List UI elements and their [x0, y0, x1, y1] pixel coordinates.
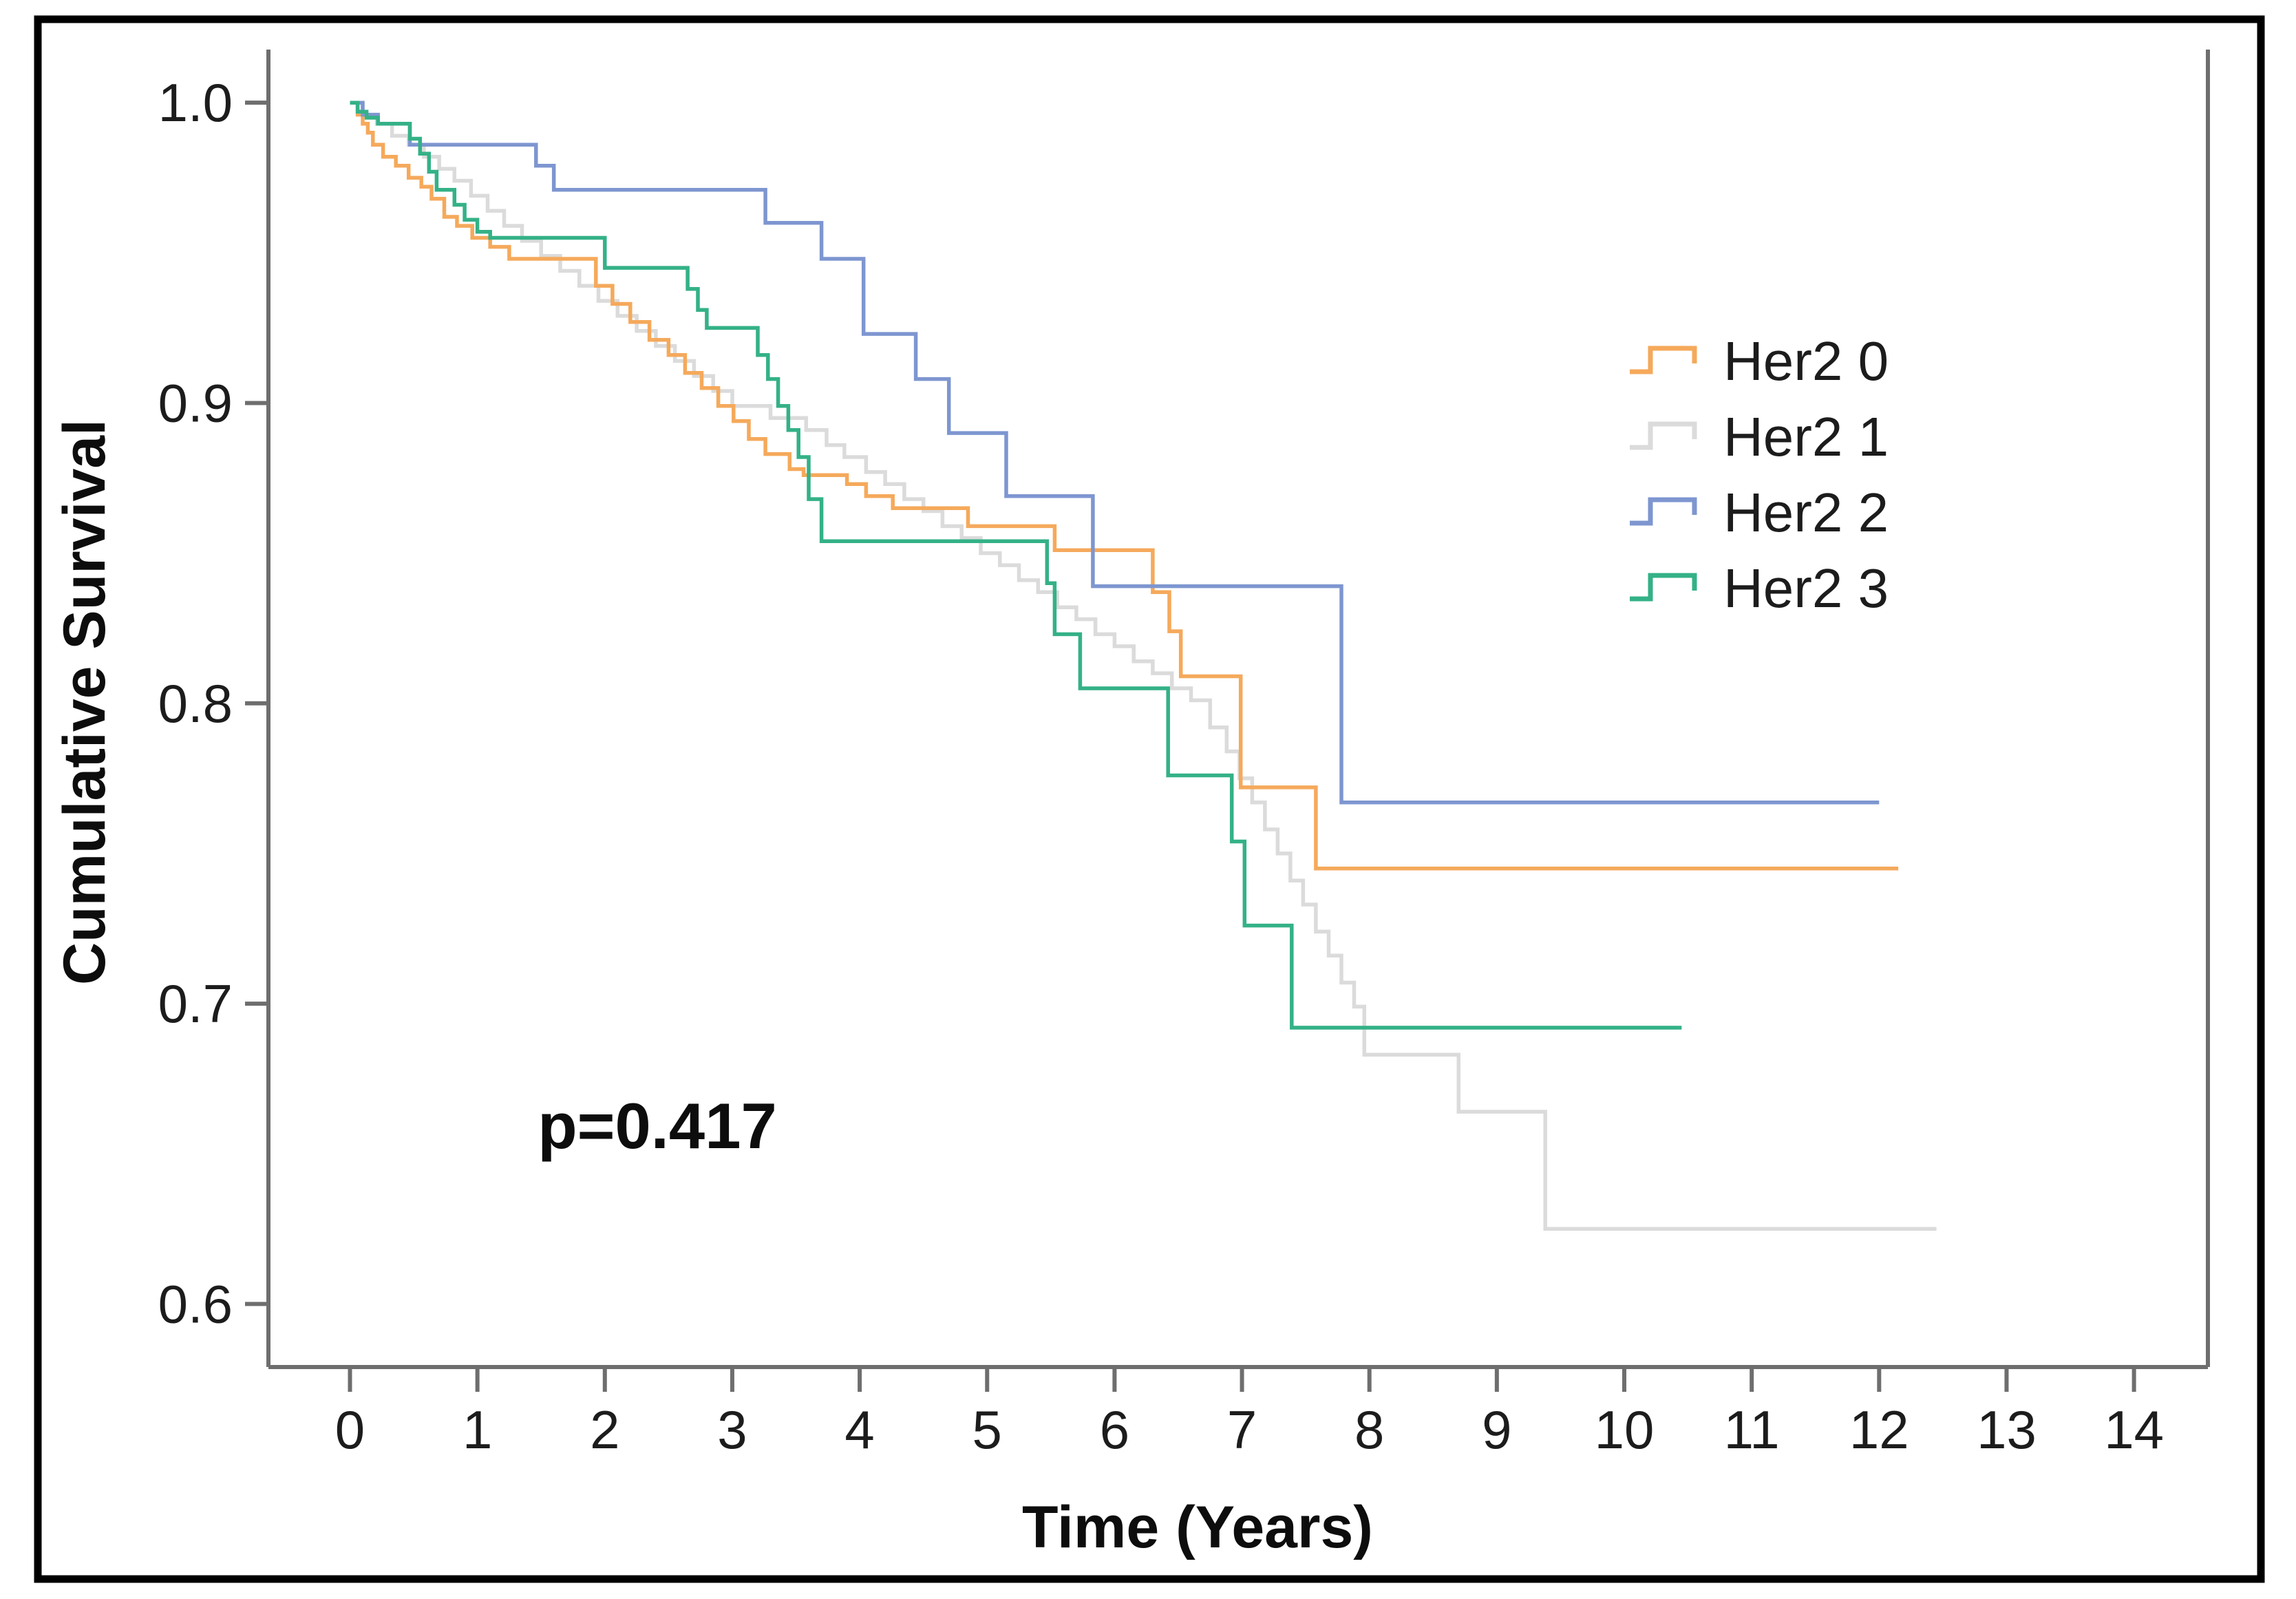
- legend-label-her2-0: Her2 0: [1723, 330, 1889, 392]
- figure-border: [34, 15, 2265, 1583]
- legend-label-her2-3: Her2 3: [1723, 558, 1889, 619]
- y-tick-label: 0.7: [158, 973, 233, 1034]
- x-tick-label: 13: [1977, 1399, 2037, 1460]
- x-tick-label: 12: [1849, 1399, 1909, 1460]
- series-curve-her2-0: [350, 100, 1899, 871]
- survival-curves: [350, 100, 1937, 1231]
- p-value-annotation: p=0.417: [538, 1090, 777, 1162]
- x-tick-label: 1: [463, 1399, 492, 1460]
- axis-ticks: 1.00.90.80.70.60 1 2 3 4 5 6 7 8 9 10 11 12 13 14: [158, 72, 2164, 1460]
- x-tick-label: 2: [590, 1399, 619, 1460]
- x-tick-label: 11: [1724, 1399, 1780, 1460]
- y-tick-label: 0.8: [158, 673, 233, 734]
- series-curve-her2-3: [350, 100, 1682, 1030]
- x-tick-label: 6: [1100, 1399, 1129, 1460]
- x-tick-label: 4: [844, 1399, 874, 1460]
- x-tick-label: 5: [972, 1399, 1002, 1460]
- y-tick-label: 1.0: [158, 72, 233, 133]
- legend-label-her2-2: Her2 2: [1723, 482, 1889, 543]
- legend: Her2 0 Her2 1 Her2 2 Her2 3: [1630, 330, 1889, 619]
- x-tick-label: 3: [717, 1399, 747, 1460]
- plot-frame: [266, 50, 2210, 1369]
- y-axis-title: Cumulative Survival: [52, 419, 118, 985]
- x-tick-label: 0: [335, 1399, 365, 1460]
- x-tick-label: 7: [1227, 1399, 1257, 1460]
- x-axis-title: Time (Years): [1022, 1494, 1373, 1560]
- legend-step-icon-her2-0: [1630, 346, 1697, 374]
- y-tick-label: 0.6: [158, 1273, 233, 1334]
- y-tick-label: 0.9: [158, 372, 233, 433]
- x-tick-label: 14: [2104, 1399, 2164, 1460]
- x-tick-label: 10: [1595, 1399, 1655, 1460]
- legend-step-icon-her2-3: [1630, 573, 1697, 602]
- legend-step-icon-her2-2: [1630, 497, 1697, 526]
- legend-label-her2-1: Her2 1: [1723, 406, 1889, 467]
- x-tick-label: 9: [1482, 1399, 1511, 1460]
- legend-step-icon-her2-1: [1630, 421, 1697, 450]
- x-tick-label: 8: [1354, 1399, 1384, 1460]
- series-curve-her2-2: [350, 100, 1880, 805]
- series-curve-her2-1: [350, 100, 1937, 1231]
